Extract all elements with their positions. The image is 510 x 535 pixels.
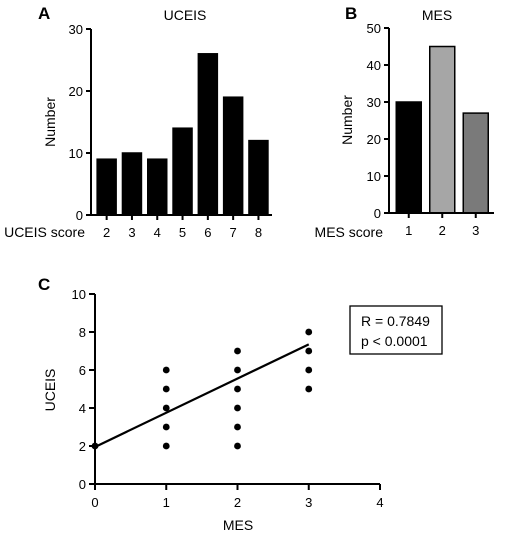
scatter-point [305,366,313,374]
panel-a-bar [121,152,143,216]
p-value-text: p < 0.0001 [361,333,428,349]
scatter-point [234,423,241,431]
panel-a-bar [197,53,219,216]
panel-a-y-tick-label: 20 [69,84,83,99]
panel-b-bar [462,112,489,214]
panel-b-y-tick-label: 20 [367,132,381,147]
scatter-point [162,423,170,431]
panel-a-x-tick-label: 2 [103,225,110,240]
panel-b-y-label: Number [339,95,355,145]
panel-b-y-tick-label: 40 [367,58,381,73]
panel-a-y-tick-label: 10 [69,146,83,161]
panel-c-y-tick-label: 4 [79,401,86,416]
panel-c-y-tick-label: 0 [79,477,86,492]
scatter-point [305,328,313,336]
panel-b-y-tick-label: 10 [367,169,381,184]
panel-a-letter: A [38,4,50,23]
panel-b-title: MES [422,7,452,23]
panel-c-letter: C [38,275,50,294]
scatter-point [305,385,313,393]
panel-c-x-tick-label: 0 [91,495,98,510]
scatter-point [162,404,170,412]
regression-line [94,343,310,448]
stats-box: R = 0.7849 p < 0.0001 [349,305,443,355]
panel-b-y-tick-label: 50 [367,21,381,36]
panel-a-x-tick-label: 3 [128,225,135,240]
scatter-point [162,442,170,450]
panel-a-bar [222,96,244,216]
panel-b-x-tick-label: 3 [472,223,479,238]
panel-c: C UCEIS MES 0 1 2 3 4 0 2 4 6 8 10 R = 0.7849 p < … [38,275,443,533]
panel-a-y-tick-label: 0 [76,208,83,223]
scatter-point [305,347,313,355]
panel-c-y-tick-label: 10 [72,287,86,302]
panel-c-x-tick-label: 3 [305,495,312,510]
panel-b-y-tick-label: 30 [367,95,381,110]
panel-a-bar [96,158,117,216]
panel-c-axes: 0 1 2 3 4 0 2 4 6 8 10 [72,287,384,510]
panel-c-y-tick-label: 6 [79,363,86,378]
scatter-point [234,442,241,450]
panel-a-bar [248,139,269,216]
panel-c-y-tick-label: 2 [79,439,86,454]
panel-b-bars [395,45,489,214]
panel-a-axes: 2 3 4 5 6 7 8 0 10 20 30 [69,22,272,240]
panel-a-title: UCEIS [164,7,207,23]
panel-a-x-tick-label: 8 [255,225,262,240]
panel-c-y-label: UCEIS [42,369,58,412]
panel-c-y-tick-label: 8 [79,325,86,340]
panel-b-bar [395,101,422,214]
panel-b-bar [429,45,456,214]
panel-a-x-tick-label: 5 [179,225,186,240]
panel-a-x-tick-label: 4 [154,225,161,240]
panel-c-fit [94,343,310,448]
panel-a-bars [96,53,269,216]
scatter-point [234,366,241,374]
panel-a-x-tick-label: 6 [204,225,211,240]
panel-a-y-tick-label: 30 [69,22,83,37]
scatter-point [162,366,170,374]
scatter-point [234,385,241,393]
scatter-point [162,385,170,393]
panel-c-x-label: MES [223,517,253,533]
panel-a-x-tick-label: 7 [230,225,237,240]
panel-b-letter: B [345,4,357,23]
panel-b-y-tick-label: 0 [374,206,381,221]
panel-c-x-tick-label: 4 [376,495,383,510]
scatter-point [234,404,241,412]
panel-a-bar [172,127,193,216]
panel-c-x-tick-label: 2 [234,495,241,510]
panel-b-x-label: MES score [315,224,384,240]
r-value-text: R = 0.7849 [361,313,430,329]
panel-c-points [91,328,313,450]
stats-box-frame [349,305,443,355]
panel-a-x-label: UCEIS score [4,224,85,240]
panel-a: A UCEIS Number UCEIS score 2 3 4 5 6 7 8 0 10 20 3… [4,4,272,240]
panel-b-x-tick-label: 2 [439,223,446,238]
panel-a-bar [147,158,168,216]
scatter-point [234,347,241,355]
panel-b-x-tick-label: 1 [405,223,412,238]
panel-a-y-label: Number [42,97,58,147]
panel-c-x-tick-label: 1 [163,495,170,510]
